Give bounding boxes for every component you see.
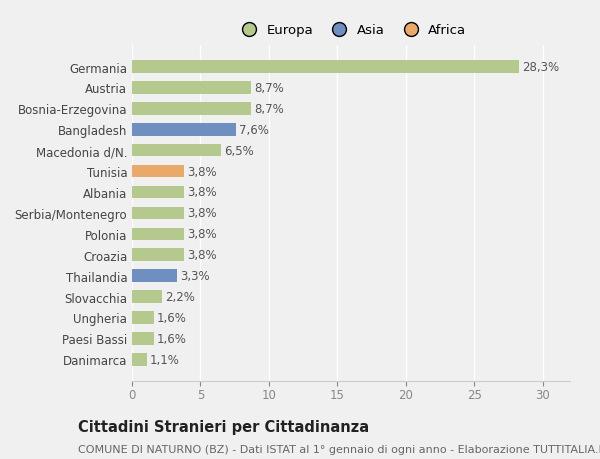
- Bar: [132, 103, 251, 115]
- Text: 1,1%: 1,1%: [150, 353, 179, 366]
- Text: 7,6%: 7,6%: [239, 123, 269, 136]
- Text: 1,6%: 1,6%: [157, 332, 187, 345]
- Legend: Europa, Asia, Africa: Europa, Asia, Africa: [230, 19, 472, 43]
- Text: 28,3%: 28,3%: [522, 61, 559, 74]
- Text: 8,7%: 8,7%: [254, 103, 284, 116]
- Bar: [132, 207, 184, 220]
- Bar: [132, 82, 251, 95]
- Bar: [132, 228, 184, 241]
- Bar: [132, 270, 177, 282]
- Text: 8,7%: 8,7%: [254, 82, 284, 95]
- Text: 6,5%: 6,5%: [224, 145, 253, 157]
- Text: 3,8%: 3,8%: [187, 207, 217, 220]
- Bar: [132, 186, 184, 199]
- Bar: [132, 165, 184, 178]
- Text: 3,3%: 3,3%: [180, 269, 209, 282]
- Bar: [132, 61, 520, 73]
- Bar: [132, 124, 236, 136]
- Text: 3,8%: 3,8%: [187, 228, 217, 241]
- Text: COMUNE DI NATURNO (BZ) - Dati ISTAT al 1° gennaio di ogni anno - Elaborazione TU: COMUNE DI NATURNO (BZ) - Dati ISTAT al 1…: [78, 444, 600, 454]
- Bar: [132, 145, 221, 157]
- Text: Cittadini Stranieri per Cittadinanza: Cittadini Stranieri per Cittadinanza: [78, 419, 369, 434]
- Text: 1,6%: 1,6%: [157, 311, 187, 324]
- Text: 2,2%: 2,2%: [165, 291, 195, 303]
- Bar: [132, 353, 147, 366]
- Bar: [132, 249, 184, 262]
- Bar: [132, 332, 154, 345]
- Text: 3,8%: 3,8%: [187, 165, 217, 178]
- Text: 3,8%: 3,8%: [187, 186, 217, 199]
- Bar: [132, 291, 162, 303]
- Text: 3,8%: 3,8%: [187, 249, 217, 262]
- Bar: [132, 312, 154, 324]
